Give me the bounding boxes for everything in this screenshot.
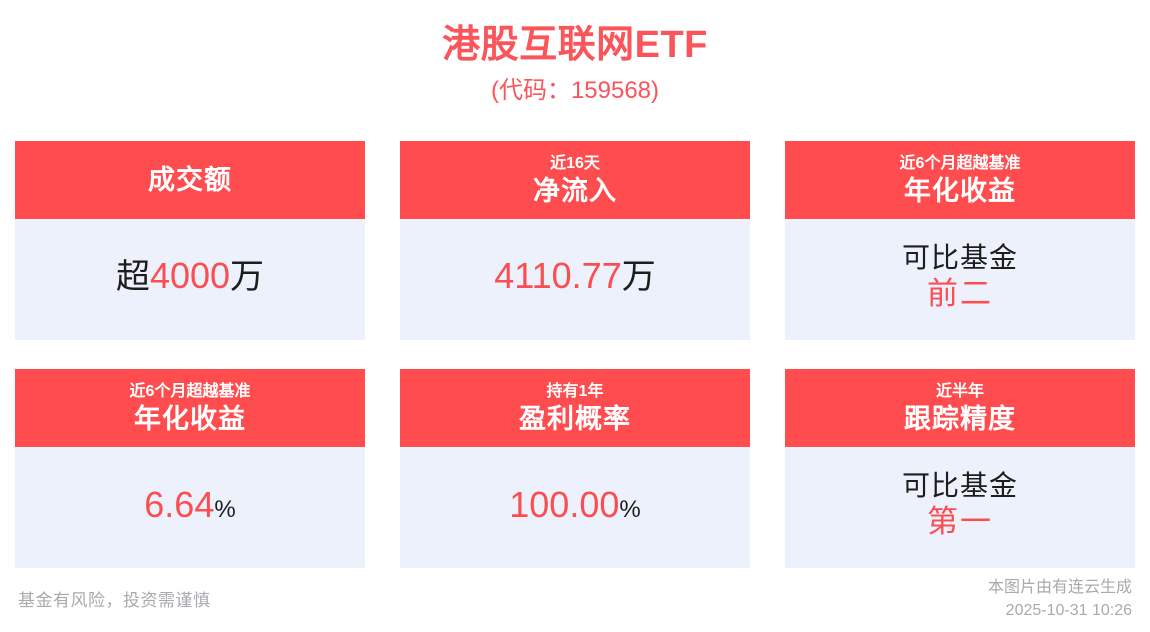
metric-card-net-inflow: 近16天 净流入 4110.77万 (400, 141, 750, 340)
card-body: 4110.77万 (400, 219, 750, 340)
card-header-subtitle: 近6个月超越基准 (129, 382, 251, 400)
value-suffix: 万 (230, 258, 265, 297)
metric-card-excess-annualized-return: 近6个月超越基准 年化收益 6.64% (15, 369, 365, 568)
card-header: 近16天 净流入 (400, 141, 750, 219)
card-header-title: 年化收益 (134, 403, 246, 434)
card-header-subtitle: 持有1年 (546, 382, 604, 400)
card-body: 6.64% (15, 447, 365, 568)
card-header: 近半年 跟踪精度 (785, 369, 1135, 447)
card-header-title: 盈利概率 (519, 403, 631, 434)
generation-info: 本图片由有连云生成 2025-10-31 10:26 (988, 576, 1132, 622)
generation-source: 本图片由有连云生成 (987, 579, 1132, 596)
metric-value-line1: 可比基金 (901, 469, 1018, 501)
card-header-title: 成交额 (148, 165, 232, 195)
value-suffix: 万 (621, 258, 656, 297)
value-prefix: 超 (115, 258, 150, 297)
page-header: 港股互联网ETF (代码：159568) (0, 0, 1150, 106)
card-body: 可比基金 第一 (785, 447, 1135, 568)
card-header: 成交额 (15, 141, 365, 219)
generation-timestamp: 2025-10-31 10:26 (1005, 602, 1132, 619)
card-header: 近6个月超越基准 年化收益 (15, 369, 365, 447)
metric-card-tracking-accuracy: 近半年 跟踪精度 可比基金 第一 (785, 369, 1135, 568)
value-number: 6.64 (144, 483, 215, 525)
metric-card-profit-probability: 持有1年 盈利概率 100.00% (400, 369, 750, 568)
metric-card-excess-annualized-rank: 近6个月超越基准 年化收益 可比基金 前二 (785, 141, 1135, 340)
card-header: 持有1年 盈利概率 (400, 369, 750, 447)
page-title: 港股互联网ETF (442, 24, 708, 66)
value-number: 4000 (149, 255, 231, 297)
metric-value: 6.64% (144, 483, 235, 527)
value-number: 100.00 (509, 483, 620, 525)
metric-value: 4110.77万 (494, 254, 655, 298)
card-header: 近6个月超越基准 年化收益 (785, 141, 1135, 219)
page-footer: 基金有风险，投资需谨慎 本图片由有连云生成 2025-10-31 10:26 (0, 570, 1150, 632)
metric-card-grid: 成交额 超4000万 近16天 净流入 4110.77万 近6个月超越基准 年化… (15, 141, 1135, 568)
card-header-title: 净流入 (533, 175, 617, 206)
card-body: 100.00% (400, 447, 750, 568)
card-body: 超4000万 (15, 219, 365, 340)
card-body: 可比基金 前二 (785, 219, 1135, 340)
card-header-subtitle: 近半年 (935, 382, 984, 400)
metric-value-line2: 前二 (927, 275, 993, 311)
card-header-title: 年化收益 (904, 175, 1016, 206)
card-header-title: 跟踪精度 (904, 403, 1016, 434)
value-number: 4110.77 (494, 255, 622, 297)
metric-card-turnover: 成交额 超4000万 (15, 141, 365, 340)
fund-code-subtitle: (代码：159568) (490, 77, 660, 104)
metric-value-line2: 第一 (927, 503, 993, 539)
value-suffix: % (214, 495, 236, 523)
metric-value: 超4000万 (116, 254, 264, 298)
value-suffix: % (619, 495, 641, 523)
risk-disclaimer: 基金有风险，投资需谨慎 (18, 591, 211, 610)
card-header-subtitle: 近6个月超越基准 (899, 154, 1021, 172)
metric-value: 100.00% (509, 483, 640, 527)
card-header-subtitle: 近16天 (550, 154, 600, 172)
metric-value-line1: 可比基金 (901, 241, 1018, 273)
